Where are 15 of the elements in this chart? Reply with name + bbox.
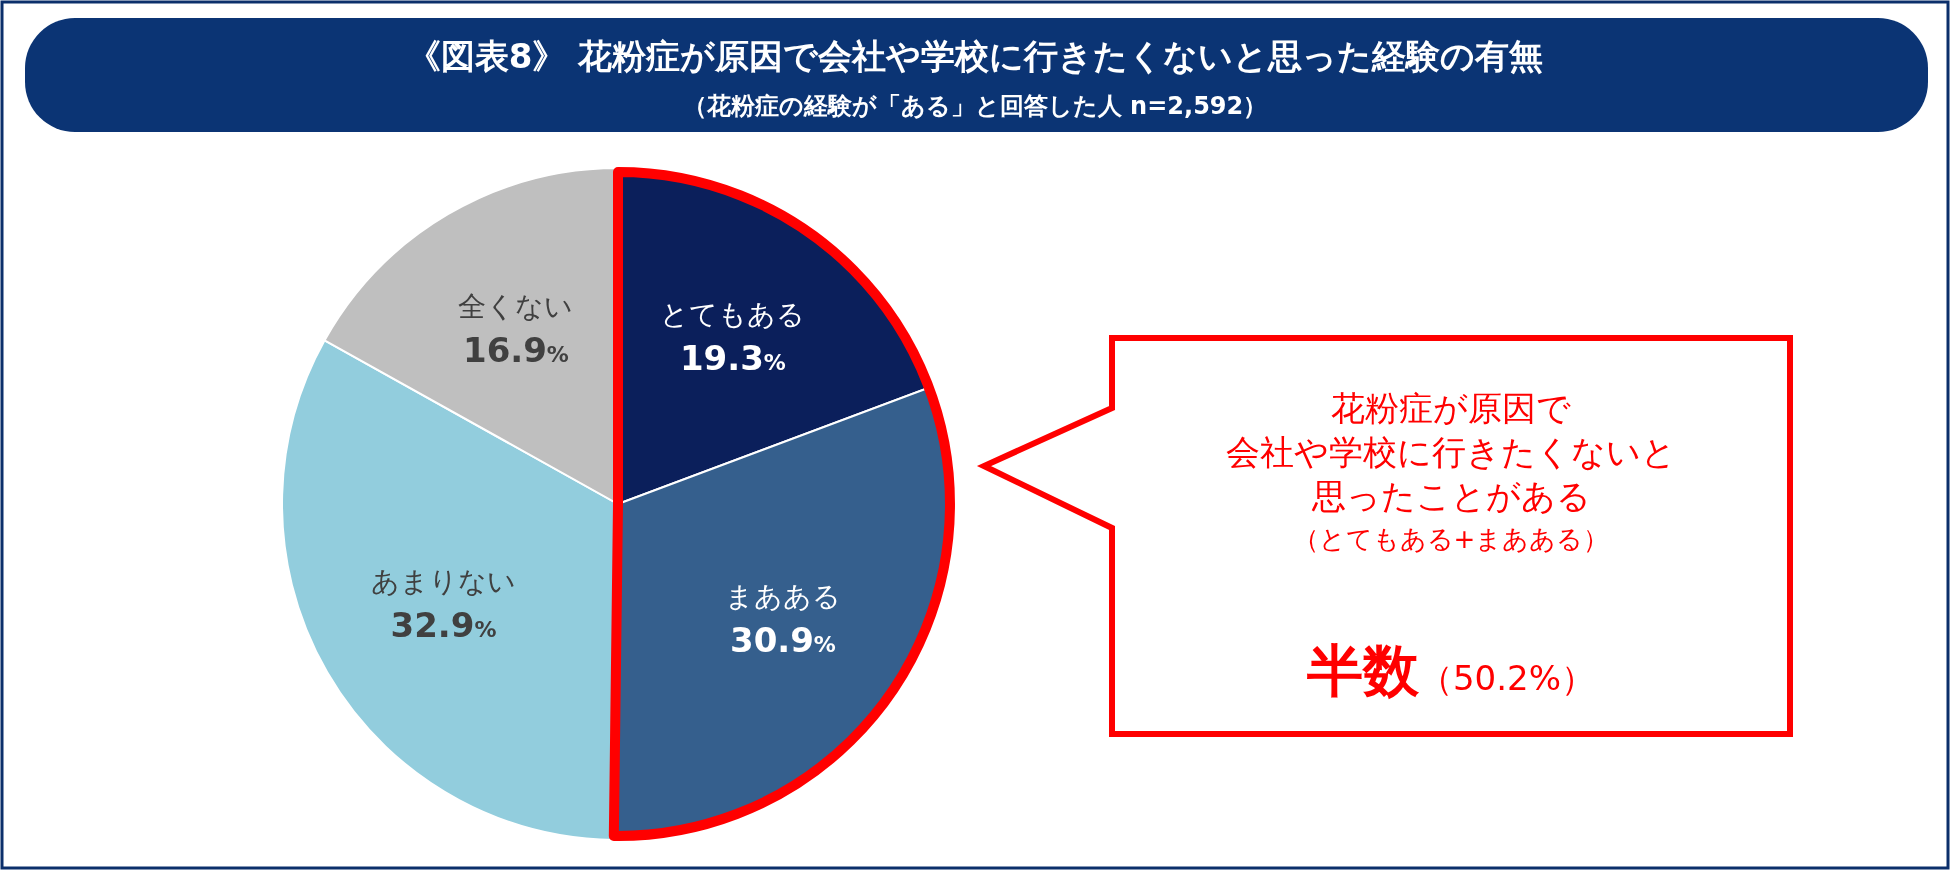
text: 思ったことがある <box>1310 476 1591 516</box>
slice-label: とてもある <box>660 298 806 332</box>
text: 会社や学校に行きたくないと <box>1226 432 1676 472</box>
data-label: 16.9% <box>462 330 569 371</box>
data-label: 19.3% <box>679 338 786 379</box>
data-label: 32.9% <box>390 604 497 645</box>
slice-label: まあある <box>724 579 841 613</box>
chart-title: 《図表8》 花粉症が原因で会社や学校に行きたくないと思った経験の有無 <box>406 36 1544 76</box>
text: （とてもある+まあある） <box>1292 524 1610 554</box>
slice-label: あまりない <box>371 564 517 598</box>
slice-label: 全くない <box>458 290 574 324</box>
chart-subtitle: （花粉症の経験が「ある」と回答した人 n=2,592） <box>682 92 1268 120</box>
data-label: 30.9% <box>729 619 836 660</box>
text: 花粉症が原因で <box>1331 388 1571 428</box>
text: 半数（50.2%） <box>1305 638 1596 703</box>
